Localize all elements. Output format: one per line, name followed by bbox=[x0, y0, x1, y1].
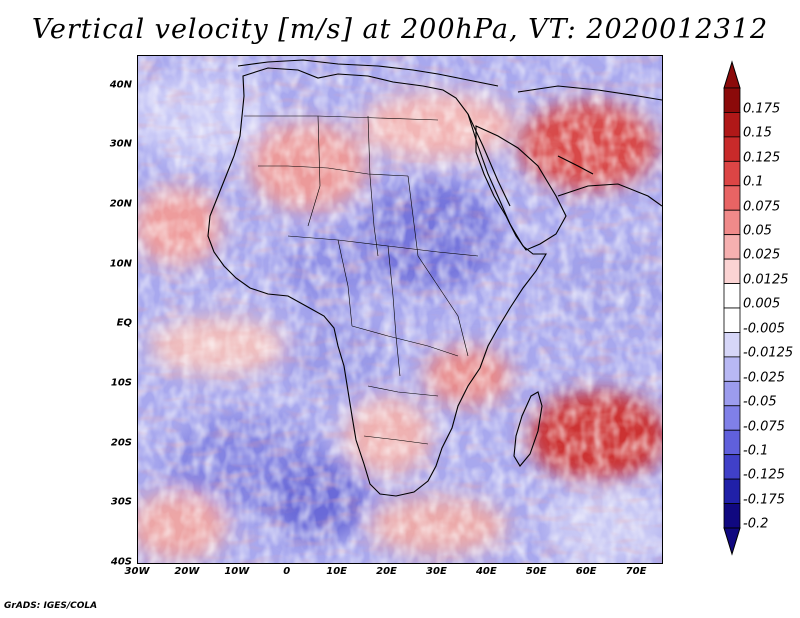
lat-tick-label: 10S bbox=[110, 377, 132, 389]
country-borders bbox=[244, 115, 479, 445]
colorbar-segment bbox=[723, 429, 741, 456]
colorbar-tick-label: 0.025 bbox=[743, 247, 781, 263]
colorbar-segment bbox=[723, 185, 741, 211]
lon-tick-label: 10W bbox=[224, 566, 250, 577]
map-svg bbox=[138, 56, 662, 563]
colorbar-segment bbox=[723, 380, 741, 407]
colorbar-tick-label: 0.15 bbox=[743, 125, 772, 141]
map-plot-area bbox=[137, 55, 663, 564]
lon-tick-label: 70E bbox=[625, 566, 647, 577]
colorbar-segment bbox=[723, 503, 741, 529]
lat-tick-label: 20N bbox=[109, 198, 132, 210]
colorbar-bottom-arrow bbox=[723, 527, 741, 556]
colorbar-tick-label: -0.175 bbox=[743, 492, 785, 508]
colorbar-tick-label: 0.175 bbox=[743, 101, 781, 117]
colorbar-segment bbox=[723, 454, 741, 480]
colorbar-segment bbox=[723, 87, 741, 113]
lat-tick-label: EQ bbox=[116, 317, 132, 329]
colorbar-segment bbox=[723, 258, 741, 284]
lat-tick-label: 20S bbox=[110, 437, 132, 449]
colorbar-segment bbox=[723, 478, 741, 504]
colorbar-segment bbox=[723, 356, 741, 382]
lon-tick-label: 30E bbox=[426, 566, 447, 577]
colorbar-tick-label: 0.075 bbox=[743, 199, 781, 215]
colorbar bbox=[723, 60, 741, 556]
lat-tick-label: 40N bbox=[109, 79, 132, 91]
colorbar-tick-label: -0.05 bbox=[743, 394, 777, 410]
colorbar-segment bbox=[723, 136, 741, 162]
colorbar-tick-label: 0.005 bbox=[743, 296, 781, 312]
colorbar-tick-label: 0.05 bbox=[743, 223, 772, 239]
colorbar-segment bbox=[723, 209, 741, 236]
colorbar-tick-label: 0.1 bbox=[743, 174, 764, 190]
lon-tick-label: 20W bbox=[174, 566, 200, 577]
lat-tick-label: 40S bbox=[110, 556, 132, 568]
colorbar-segment bbox=[723, 283, 741, 309]
colorbar-top-arrow bbox=[723, 60, 741, 89]
lat-tick-label: 30N bbox=[109, 138, 132, 150]
chart-title: Vertical velocity [m/s] at 200hPa, VT: 2… bbox=[31, 14, 769, 45]
lon-tick-label: 10E bbox=[326, 566, 347, 577]
colorbar-tick-label: -0.1 bbox=[743, 443, 769, 459]
colorbar-segment bbox=[723, 112, 741, 138]
colorbar-tick-label: 0.0125 bbox=[743, 272, 789, 288]
colorbar-segment bbox=[723, 307, 741, 333]
colorbar-segment bbox=[723, 405, 741, 431]
coastlines bbox=[207, 59, 662, 497]
colorbar-tick-label: -0.0125 bbox=[743, 345, 794, 361]
velocity-texture-red bbox=[138, 56, 662, 563]
colorbar-tick-label: -0.025 bbox=[743, 370, 785, 386]
colorbar-segment bbox=[723, 332, 741, 358]
colorbar-segment bbox=[723, 160, 741, 187]
lon-tick-label: 40E bbox=[475, 566, 497, 577]
colorbar-tick-label: 0.125 bbox=[743, 150, 781, 166]
colorbar-tick-label: -0.005 bbox=[743, 321, 785, 337]
lon-tick-label: 20E bbox=[376, 566, 397, 577]
footer-credit: GrADS: IGES/COLA bbox=[4, 601, 98, 611]
colorbar-tick-label: -0.2 bbox=[743, 516, 769, 532]
colorbar-tick-label: -0.075 bbox=[743, 419, 785, 435]
lat-tick-label: 30S bbox=[110, 496, 132, 508]
lon-tick-label: 60E bbox=[575, 566, 597, 577]
lon-tick-label: 50E bbox=[525, 566, 547, 577]
lon-tick-label: 30W bbox=[124, 566, 150, 577]
lat-tick-label: 10N bbox=[109, 258, 132, 270]
lon-tick-label: 0 bbox=[283, 566, 291, 577]
colorbar-segment bbox=[723, 234, 741, 260]
colorbar-tick-label: -0.125 bbox=[743, 467, 785, 483]
